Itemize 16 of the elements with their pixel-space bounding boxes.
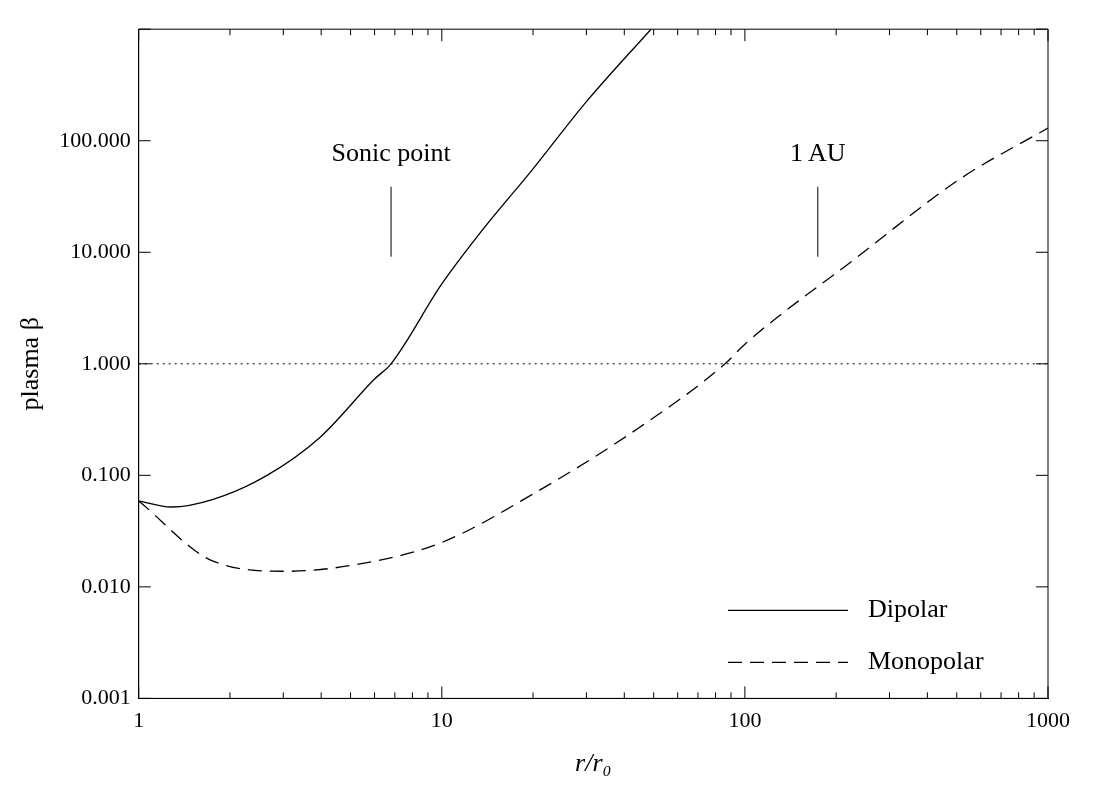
x-tick-label: 10 [430, 707, 453, 733]
ref-line-label: 1 AU [790, 137, 846, 167]
y-tick-label: 1.000 [81, 349, 131, 375]
legend-label: Monopolar [868, 646, 984, 676]
y-tick-label: 0.001 [81, 684, 131, 710]
y-tick-label: 100.000 [59, 126, 131, 152]
y-tick-label: 0.100 [81, 461, 131, 487]
x-tick-label: 1000 [1026, 707, 1070, 733]
ref-line-label: Sonic point [331, 137, 452, 167]
y-tick-label: 0.010 [81, 572, 131, 598]
x-tick-label: 100 [728, 707, 762, 733]
x-axis-title: r/r₀ [575, 748, 612, 778]
x-tick-label: 1 [133, 707, 145, 733]
y-tick-label: 10.000 [70, 238, 131, 264]
legend-label: Dipolar [868, 594, 948, 624]
y-axis-title: plasma β [15, 317, 45, 411]
